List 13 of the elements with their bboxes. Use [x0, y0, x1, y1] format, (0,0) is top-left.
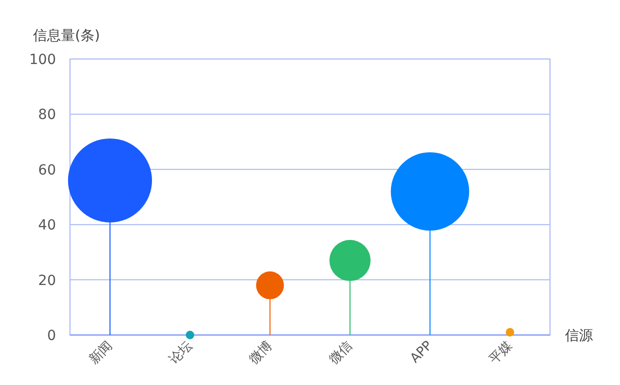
y-tick-label: 40	[38, 218, 56, 234]
x-axis-title: 信源	[565, 328, 593, 344]
y-tick-label: 0	[47, 328, 56, 344]
y-tick-label: 80	[38, 107, 56, 124]
y-tick-label: 20	[38, 272, 56, 289]
y-tick-label: 60	[38, 162, 56, 178]
x-tick-label: 微信	[326, 338, 356, 368]
x-tick-label: 论坛	[166, 338, 196, 368]
y-tick-label: 100	[29, 52, 56, 68]
x-tick-label: 新闻	[86, 338, 116, 368]
x-tick-label: 平媒	[486, 338, 516, 368]
y-axis-title: 信息量(条)	[33, 28, 100, 44]
x-tick-label: 微博	[246, 338, 276, 368]
